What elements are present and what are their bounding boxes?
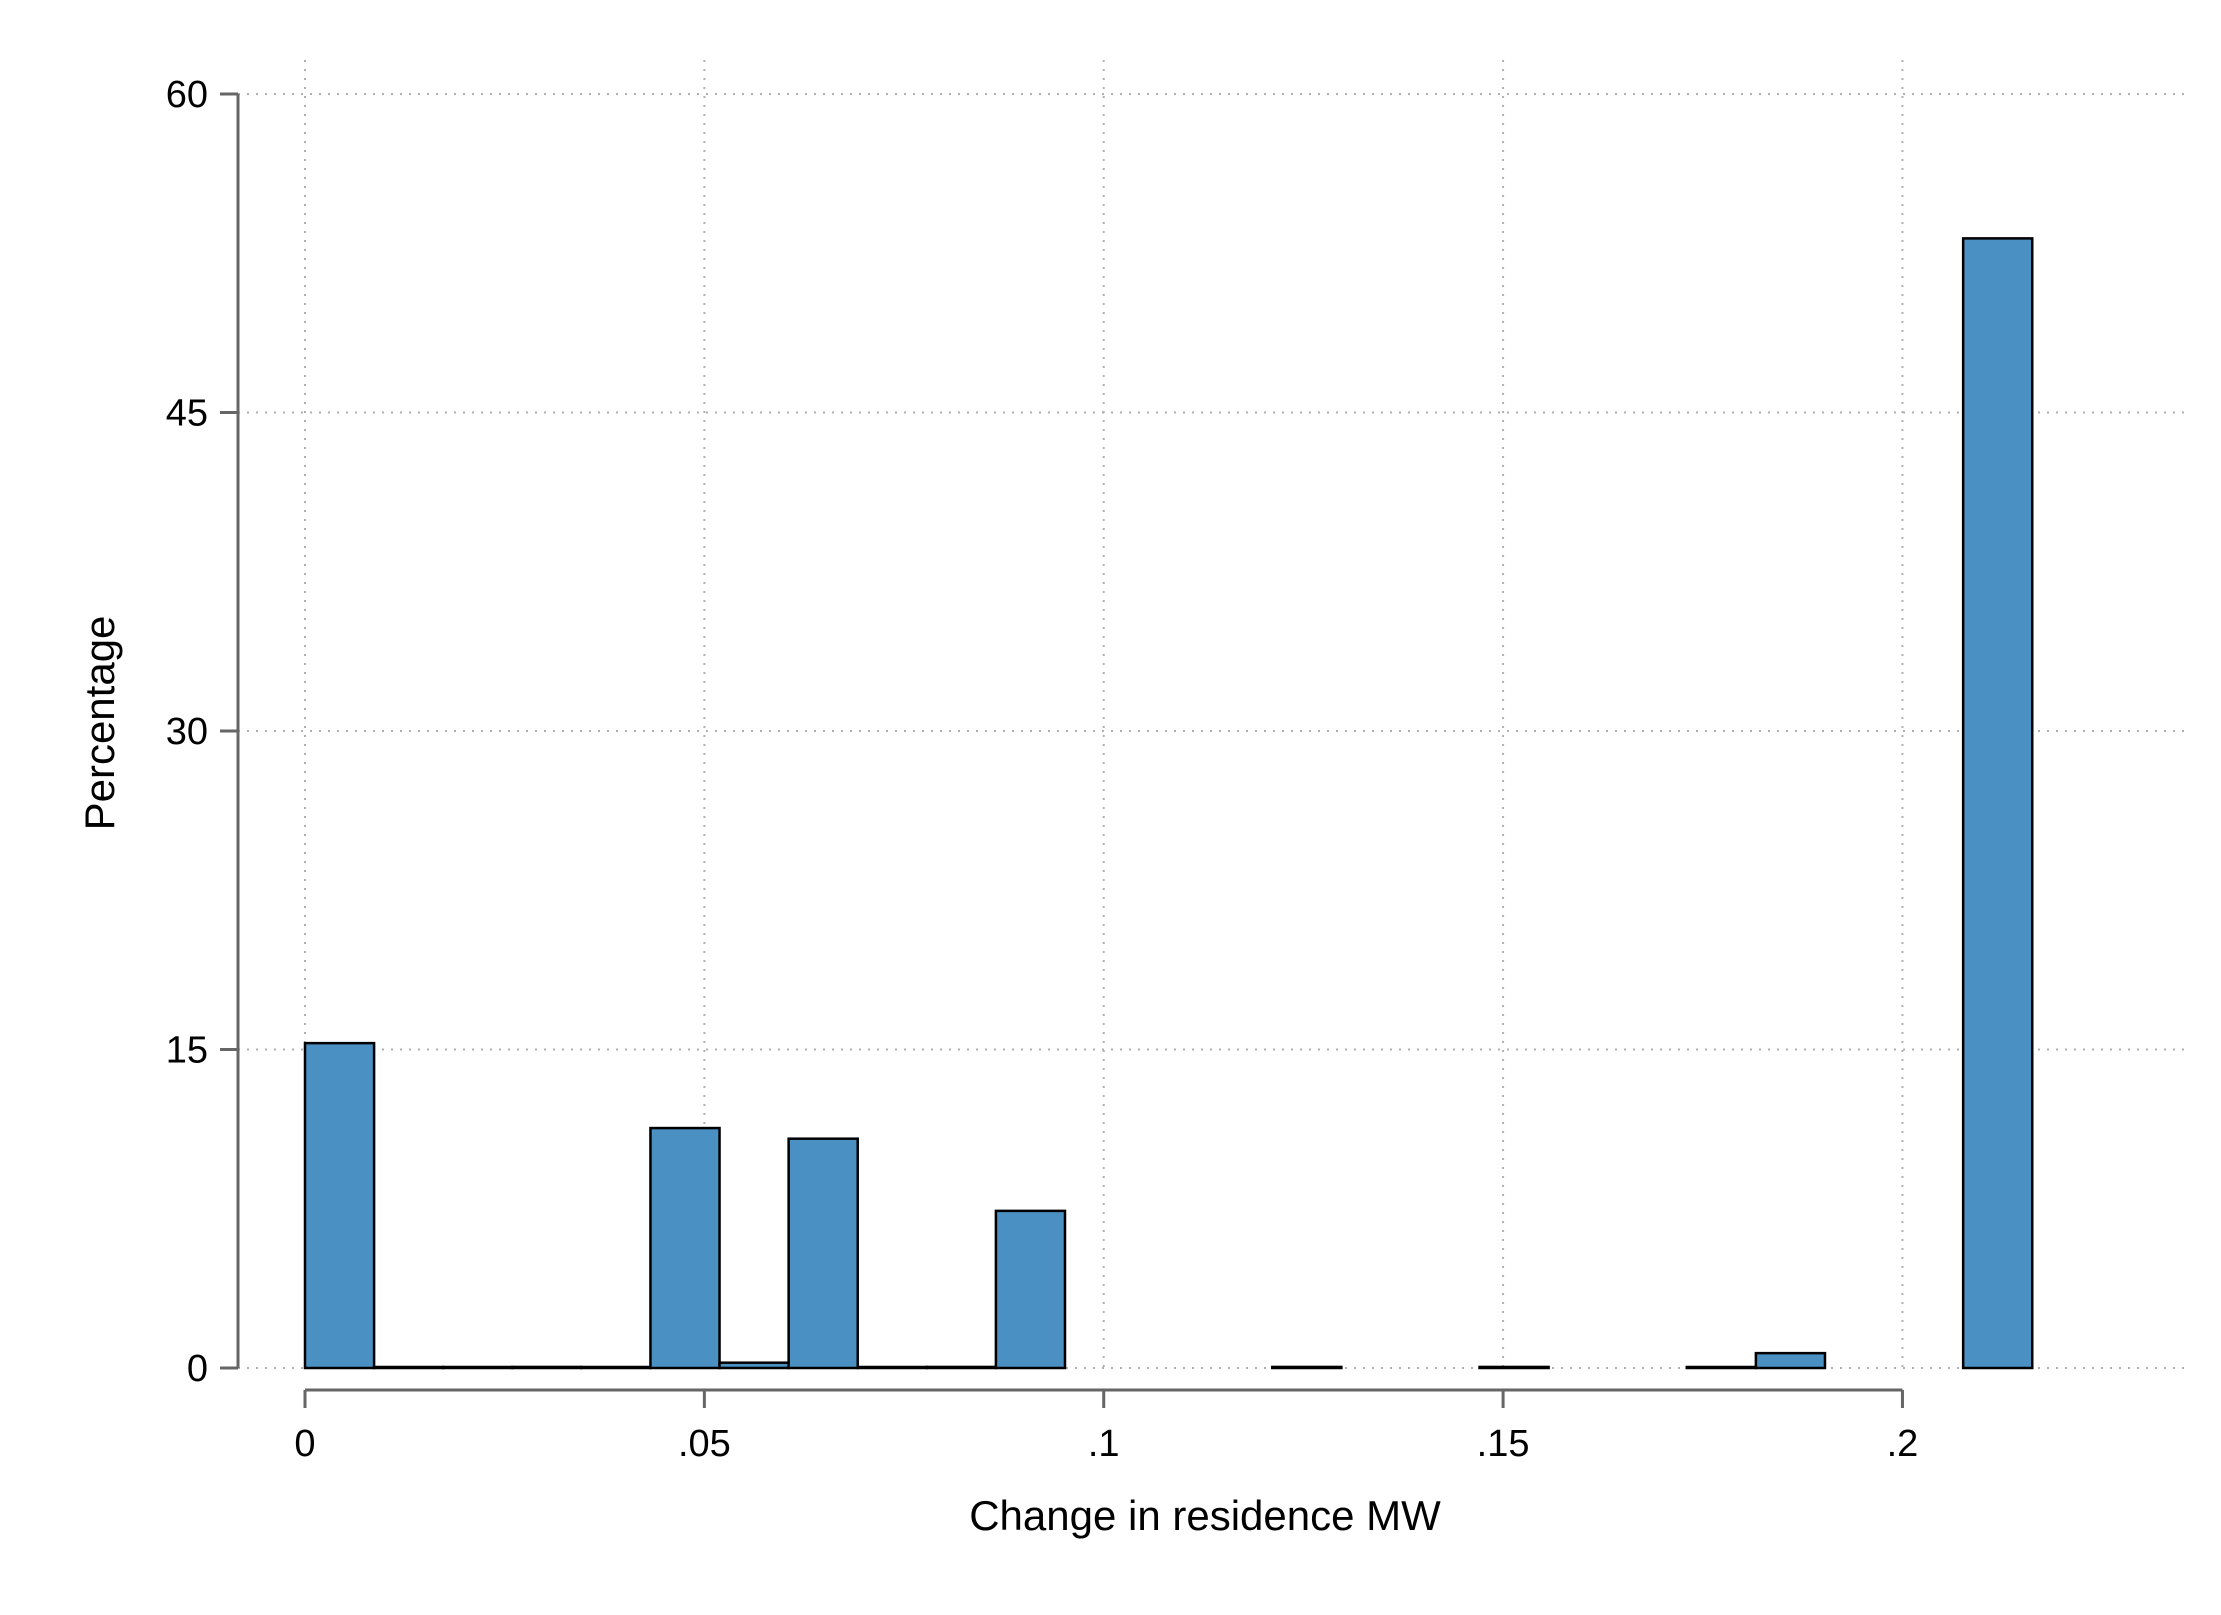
histogram-bar [718,1361,790,1370]
x-tick-label: .15 [1477,1423,1530,1465]
histogram-bar [649,1126,721,1370]
tick-labels-group: 0 15 30 45 60 0 .05 .1 .15 .2 [166,74,1919,1465]
histogram-bar [511,1365,583,1370]
y-tick-label: 60 [166,74,208,116]
histogram-bar [787,1137,859,1370]
histogram-bar [1271,1365,1343,1370]
x-axis-title: Change in residence MW [969,1492,1441,1539]
y-tick-label: 45 [166,393,208,435]
y-tick-label: 0 [187,1348,208,1390]
histogram-bar [994,1209,1067,1370]
histogram-bar [1478,1365,1550,1370]
histogram-bar [1685,1365,1758,1370]
x-tick-label: .1 [1088,1423,1120,1465]
histogram-bar [1754,1351,1827,1370]
y-tick-label: 30 [166,711,208,753]
histogram-bar [856,1365,929,1370]
x-tick-label: .05 [678,1423,731,1465]
histogram-bar [580,1365,652,1370]
histogram-bar [1961,237,2034,1370]
bars-group [303,237,2034,1370]
x-tick-label: 0 [294,1423,315,1465]
x-tick-label: .2 [1887,1423,1919,1465]
histogram-bar [303,1041,376,1370]
histogram-bar [372,1365,445,1370]
y-axis-title: Percentage [76,616,123,831]
axes-group [220,92,1904,1408]
y-tick-label: 15 [166,1030,208,1072]
histogram-bar [925,1365,998,1370]
histogram-bar [441,1365,514,1370]
